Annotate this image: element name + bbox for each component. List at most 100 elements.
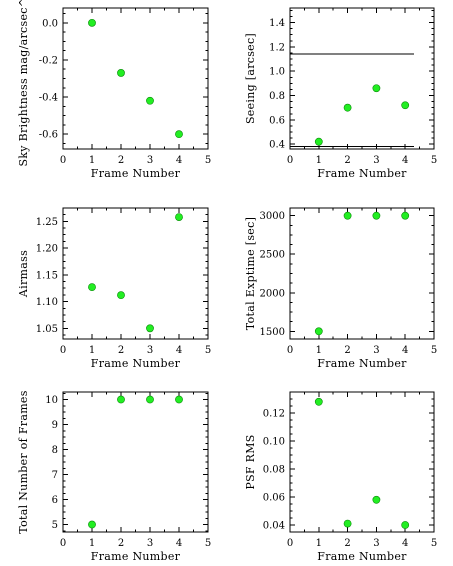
y-tick-label: 0.0: [42, 18, 58, 29]
x-tick-label: 1: [89, 538, 95, 549]
x-tick-label: 0: [60, 538, 66, 549]
x-tick-label: 3: [147, 155, 153, 166]
x-tick-label: 5: [205, 155, 211, 166]
x-tick-label: 2: [118, 538, 124, 549]
x-tick-label: 3: [373, 155, 379, 166]
data-point-frame-4: [175, 395, 183, 404]
x-tick-label: 5: [431, 345, 437, 356]
y-tick-label: 9: [52, 420, 58, 431]
x-tick-label: 5: [205, 538, 211, 549]
x-tick-label: 4: [176, 538, 182, 549]
x-tick-label: 2: [344, 345, 350, 356]
y-axis-title: Sky Brightness mag/arcsec^2: [17, 0, 30, 167]
x-tick-label: 2: [118, 155, 124, 166]
x-tick-label: 2: [344, 538, 350, 549]
chart-panel-2: 0 1 2 3 4 5 0.4 0.6 0.8 1.0 1.2 1.4 Frame Number Seei…: [244, 7, 437, 180]
data-point-frame-1: [314, 137, 323, 146]
y-tick-label: 1.25: [36, 217, 58, 228]
y-tick-label: 0.06: [263, 493, 285, 504]
y-tick-label: 2000: [260, 288, 285, 299]
y-tick-label: 1.2: [269, 42, 285, 53]
x-tick-label: 4: [176, 345, 182, 356]
y-tick-label: 5: [52, 520, 58, 531]
x-tick-label: 3: [147, 345, 153, 356]
data-point-frame-1: [88, 18, 96, 27]
y-axis-title: Total Number of Frames: [17, 390, 30, 533]
y-tick-label: 0.08: [263, 465, 285, 476]
x-tick-label: 3: [373, 345, 379, 356]
y-tick-label: 10: [45, 395, 58, 406]
y-tick-label: 1500: [260, 327, 285, 338]
y-tick-label: 0.10: [263, 437, 285, 448]
chart-panel-6: 0 1 2 3 4 5 0.04 0.06 0.08 0.10 0.12 Frame Number PS…: [244, 391, 437, 563]
x-tick-label: 5: [431, 538, 437, 549]
data-point-frame-3: [372, 211, 381, 220]
x-tick-label: 0: [60, 345, 66, 356]
plot-frame: [62, 7, 209, 150]
data-point-frame-4: [401, 211, 410, 220]
x-tick-label: 5: [205, 345, 211, 356]
data-point-frame-3: [146, 324, 154, 333]
y-tick-label: 1.10: [36, 297, 58, 308]
y-tick-label: 0.12: [263, 409, 285, 420]
y-tick-label: 1.4: [269, 18, 285, 29]
data-point-frame-3: [146, 96, 154, 105]
x-tick-label: 1: [316, 538, 322, 549]
plot-frame: [62, 207, 209, 340]
x-tick-label: 2: [344, 155, 350, 166]
y-tick-label: 0.8: [269, 91, 285, 102]
data-point-frame-1: [88, 283, 96, 292]
chart-panel-1: 0 1 2 3 4 5 0.0 -0.2 -0.4 -0.6 Frame Number Sky Bri…: [17, 0, 211, 180]
y-tick-label: 1.05: [36, 324, 58, 335]
data-point-frame-4: [175, 213, 183, 221]
data-point-frame-1: [314, 327, 323, 336]
x-tick-label: 5: [431, 155, 437, 166]
y-tick-label: 1.15: [36, 270, 58, 281]
x-tick-label: 1: [89, 345, 95, 356]
plot-frame: [289, 207, 435, 340]
y-tick-label: 1.20: [36, 244, 58, 255]
x-tick-label: 4: [402, 538, 408, 549]
x-tick-label: 3: [147, 538, 153, 549]
x-tick-label: 1: [89, 155, 95, 166]
y-tick-label: 6: [52, 495, 58, 506]
plot-frame: [289, 391, 435, 533]
x-axis-title: Frame Number: [91, 550, 181, 563]
data-point-frame-4: [401, 101, 410, 110]
y-tick-label: 3000: [260, 211, 285, 222]
x-tick-label: 4: [402, 345, 408, 356]
data-point-frame-4: [401, 521, 410, 529]
data-point-frame-2: [117, 291, 125, 300]
plot-frame: [62, 391, 209, 533]
x-axis-title: Frame Number: [91, 167, 181, 180]
plot-frame: [289, 7, 435, 150]
x-tick-label: 4: [402, 155, 408, 166]
chart-panel-4: 0 1 2 3 4 5 1500 2000 2500 3000 Frame Number Total …: [244, 207, 437, 370]
x-tick-label: 4: [176, 155, 182, 166]
y-tick-label: 1.0: [269, 67, 285, 78]
x-axis-title: Frame Number: [317, 357, 407, 370]
chart-panel-5: 0 1 2 3 4 5 5 6 7 8 9 10 Frame Number Total Number of…: [17, 390, 211, 563]
y-axis-title: Total Exptime [sec]: [244, 217, 257, 330]
x-tick-label: 0: [287, 155, 293, 166]
data-point-frame-2: [117, 69, 125, 77]
x-axis-title: Frame Number: [317, 167, 407, 180]
data-point-frame-3: [146, 395, 154, 404]
y-axis-title: Seeing [arcsec]: [244, 33, 257, 124]
y-tick-label: -0.2: [39, 55, 58, 66]
y-tick-label: 2500: [260, 250, 285, 261]
x-tick-label: 3: [373, 538, 379, 549]
data-point-frame-2: [117, 395, 125, 404]
x-tick-label: 2: [118, 345, 124, 356]
y-tick-label: 8: [52, 445, 58, 456]
x-tick-label: 0: [287, 345, 293, 356]
x-axis-title: Frame Number: [317, 550, 407, 563]
data-point-frame-4: [175, 130, 183, 139]
x-tick-label: 1: [316, 155, 322, 166]
y-tick-label: 7: [52, 470, 58, 481]
x-tick-label: 1: [316, 345, 322, 356]
y-tick-label: -0.4: [39, 93, 58, 104]
y-tick-label: -0.6: [39, 130, 58, 141]
y-tick-label: 0.04: [263, 521, 285, 532]
